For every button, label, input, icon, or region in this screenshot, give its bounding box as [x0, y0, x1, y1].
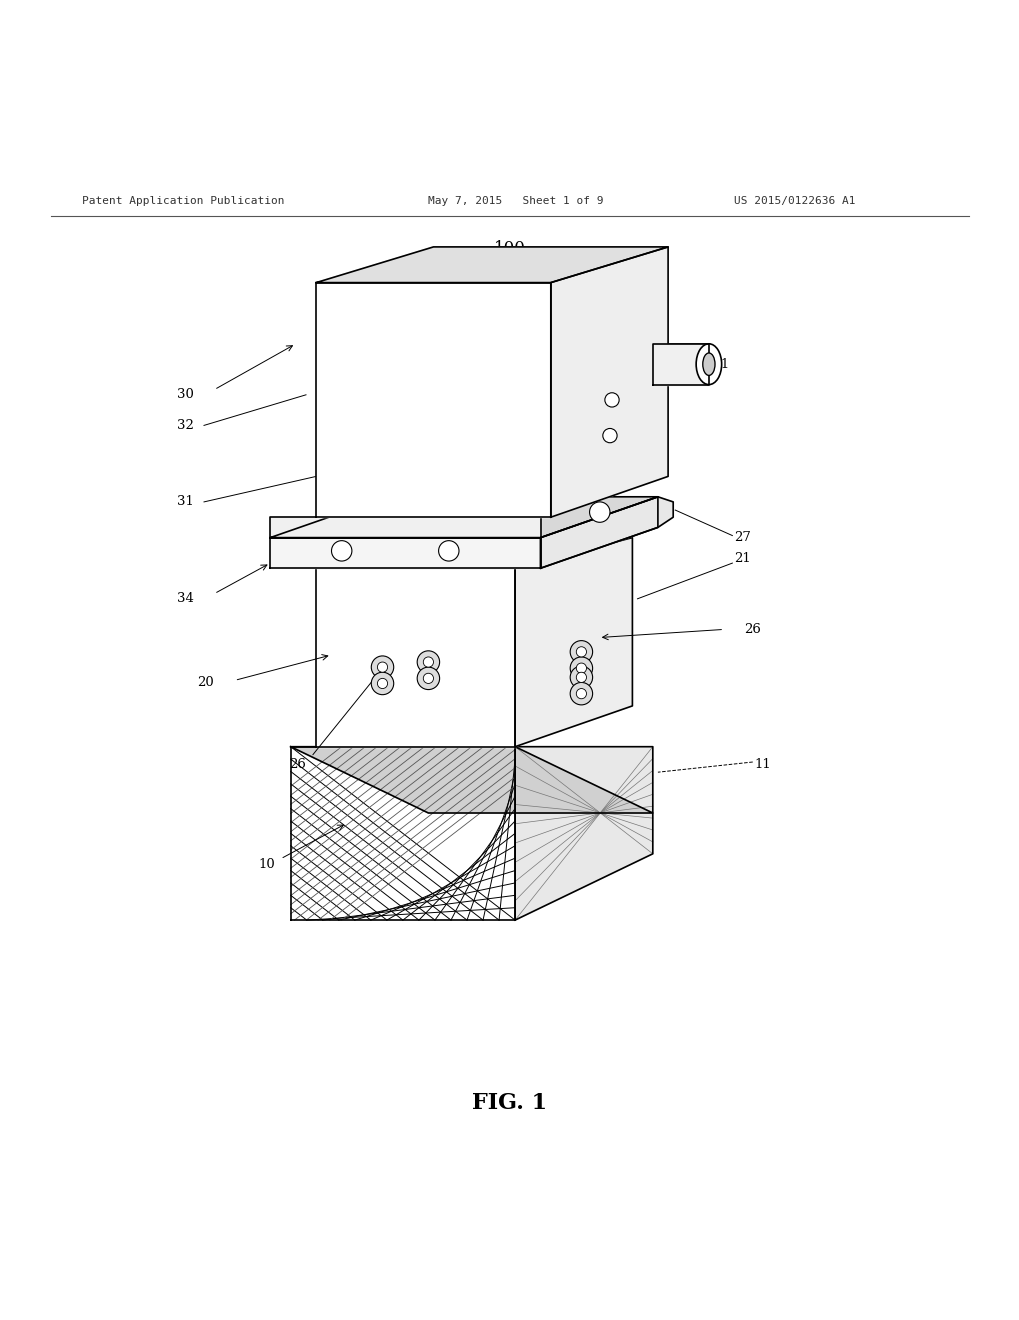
Circle shape: [417, 651, 439, 673]
Circle shape: [570, 640, 592, 663]
Polygon shape: [316, 528, 632, 568]
Polygon shape: [515, 747, 652, 920]
Circle shape: [602, 429, 616, 442]
Polygon shape: [270, 537, 540, 568]
Circle shape: [331, 541, 352, 561]
Circle shape: [576, 647, 586, 657]
Text: 32: 32: [176, 418, 194, 432]
Text: 311: 311: [703, 358, 729, 371]
Polygon shape: [316, 282, 550, 517]
Polygon shape: [290, 747, 652, 813]
Circle shape: [570, 667, 592, 689]
Ellipse shape: [695, 343, 721, 384]
Ellipse shape: [702, 352, 714, 375]
Text: 100: 100: [493, 240, 526, 257]
Polygon shape: [515, 537, 632, 747]
Polygon shape: [270, 496, 657, 537]
Text: FIG. 1: FIG. 1: [472, 1092, 547, 1114]
Text: Patent Application Publication: Patent Application Publication: [82, 195, 284, 206]
Circle shape: [604, 393, 619, 407]
Text: May 7, 2015   Sheet 1 of 9: May 7, 2015 Sheet 1 of 9: [428, 195, 603, 206]
Circle shape: [377, 663, 387, 672]
Circle shape: [438, 541, 459, 561]
Polygon shape: [540, 496, 657, 568]
Text: 31: 31: [176, 495, 194, 508]
Circle shape: [423, 673, 433, 684]
Polygon shape: [550, 247, 667, 517]
Polygon shape: [652, 343, 708, 384]
Circle shape: [576, 672, 586, 682]
Text: 11: 11: [754, 758, 770, 771]
Text: 21: 21: [734, 552, 750, 565]
Text: 26: 26: [744, 623, 761, 636]
Circle shape: [417, 667, 439, 689]
Circle shape: [576, 689, 586, 698]
Text: 26: 26: [288, 758, 306, 771]
Text: US 2015/0122636 A1: US 2015/0122636 A1: [734, 195, 855, 206]
Text: 34: 34: [176, 593, 194, 606]
Text: 10: 10: [259, 858, 275, 870]
Circle shape: [371, 656, 393, 678]
Circle shape: [377, 678, 387, 689]
Polygon shape: [290, 747, 515, 920]
Circle shape: [576, 663, 586, 673]
Polygon shape: [540, 496, 673, 568]
Text: 30: 30: [176, 388, 194, 401]
Polygon shape: [316, 247, 667, 282]
Polygon shape: [316, 568, 515, 747]
Polygon shape: [270, 517, 540, 537]
Circle shape: [589, 502, 609, 523]
Text: 20: 20: [198, 676, 214, 689]
Circle shape: [570, 657, 592, 680]
Circle shape: [570, 682, 592, 705]
Circle shape: [371, 672, 393, 694]
Circle shape: [423, 657, 433, 667]
Text: 27: 27: [734, 531, 751, 544]
